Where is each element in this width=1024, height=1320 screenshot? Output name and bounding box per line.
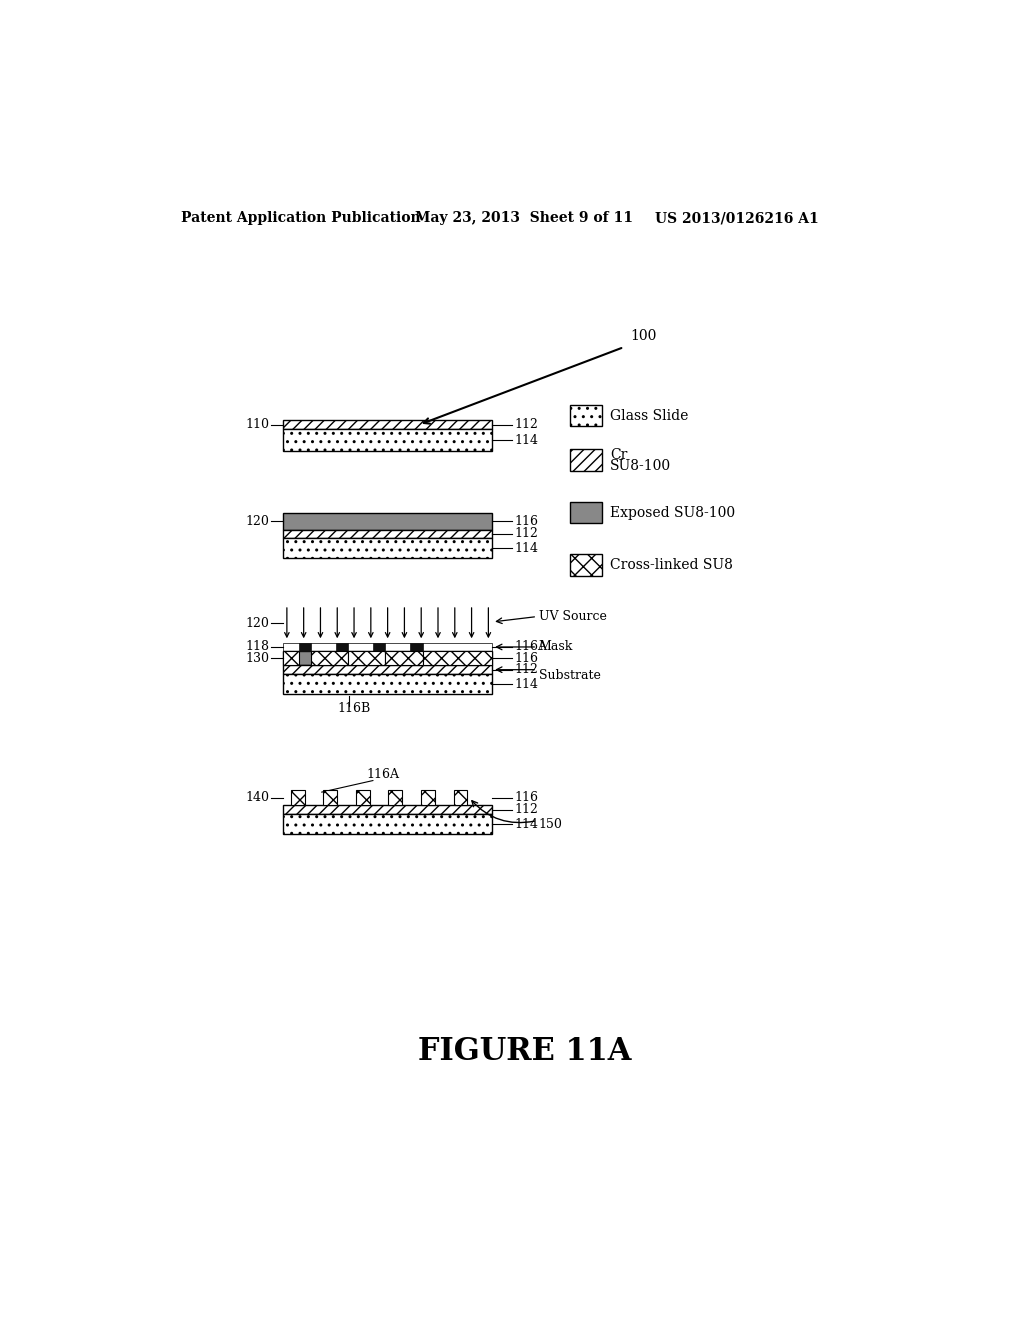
- Bar: [388, 789, 402, 805]
- Bar: [569, 554, 602, 576]
- Text: 120: 120: [245, 515, 269, 528]
- Text: Cr: Cr: [610, 447, 628, 462]
- Bar: [373, 643, 385, 651]
- Bar: [348, 651, 385, 665]
- Text: 112: 112: [514, 418, 538, 432]
- Text: 116A: 116A: [514, 640, 547, 653]
- Text: Patent Application Publication: Patent Application Publication: [180, 211, 420, 226]
- Text: Exposed SU8-100: Exposed SU8-100: [610, 506, 735, 520]
- Bar: [283, 429, 493, 451]
- Text: UV Source: UV Source: [539, 610, 606, 623]
- Bar: [421, 789, 435, 805]
- Bar: [299, 643, 311, 651]
- Text: 116A: 116A: [367, 767, 399, 780]
- Text: May 23, 2013  Sheet 9 of 11: May 23, 2013 Sheet 9 of 11: [415, 211, 633, 226]
- Bar: [336, 643, 348, 651]
- Bar: [569, 405, 602, 426]
- Bar: [423, 651, 493, 665]
- Text: SU8-100: SU8-100: [610, 458, 671, 473]
- Bar: [324, 789, 337, 805]
- Text: 116: 116: [514, 652, 538, 665]
- Bar: [283, 665, 493, 675]
- Text: Substrate: Substrate: [539, 669, 601, 682]
- Text: 112: 112: [514, 663, 538, 676]
- Text: FIGURE 11A: FIGURE 11A: [418, 1036, 632, 1067]
- Bar: [283, 512, 493, 529]
- Bar: [283, 651, 493, 665]
- Bar: [283, 805, 493, 814]
- Text: 116: 116: [514, 515, 538, 528]
- Bar: [283, 539, 493, 558]
- Text: 110: 110: [245, 418, 269, 432]
- Text: Mask: Mask: [539, 640, 573, 653]
- Text: 120: 120: [245, 616, 269, 630]
- Bar: [410, 643, 423, 651]
- Text: 150: 150: [539, 818, 562, 832]
- Text: 112: 112: [514, 804, 538, 816]
- Text: 100: 100: [630, 329, 656, 342]
- Text: Cross-linked SU8: Cross-linked SU8: [610, 558, 733, 572]
- Text: 114: 114: [514, 818, 538, 832]
- Text: 118: 118: [245, 640, 269, 653]
- Bar: [283, 814, 493, 834]
- Text: 116B: 116B: [337, 702, 371, 714]
- Bar: [291, 789, 305, 805]
- Bar: [385, 651, 423, 665]
- Text: 114: 114: [514, 541, 538, 554]
- Bar: [283, 675, 493, 694]
- Text: 114: 114: [514, 677, 538, 690]
- Bar: [311, 651, 348, 665]
- Bar: [283, 529, 493, 539]
- Text: 130: 130: [245, 652, 269, 665]
- Bar: [283, 651, 299, 665]
- Bar: [454, 789, 467, 805]
- Bar: [283, 420, 493, 429]
- Text: 116: 116: [514, 791, 538, 804]
- Text: Glass Slide: Glass Slide: [610, 409, 688, 422]
- Bar: [283, 643, 493, 651]
- Text: 112: 112: [514, 527, 538, 540]
- Bar: [356, 789, 370, 805]
- Text: 140: 140: [245, 791, 269, 804]
- Bar: [569, 450, 602, 471]
- Text: US 2013/0126216 A1: US 2013/0126216 A1: [655, 211, 819, 226]
- Text: 114: 114: [514, 434, 538, 446]
- Bar: [569, 502, 602, 524]
